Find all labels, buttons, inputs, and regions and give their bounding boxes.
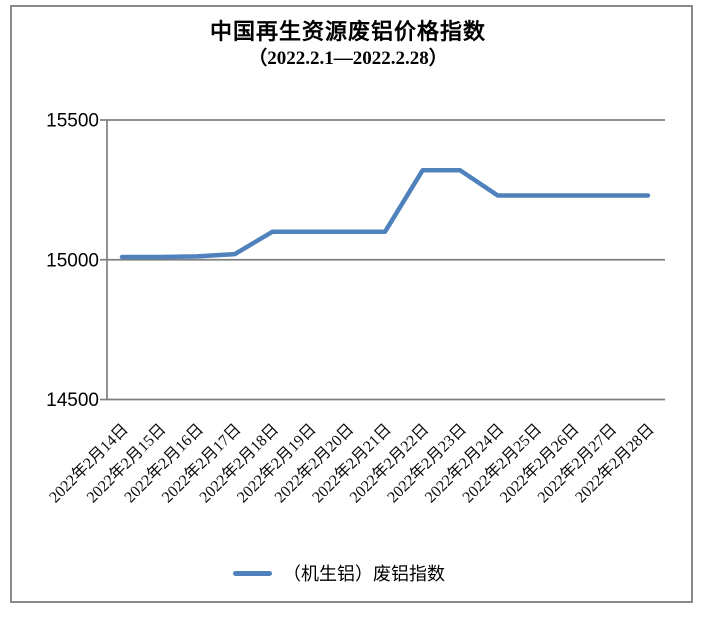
chart-subtitle: （2022.2.1—2022.2.28）: [248, 48, 448, 69]
y-tick-label: 14500: [46, 390, 99, 411]
y-tick-label: 15500: [46, 111, 99, 132]
series-line: [119, 168, 651, 260]
legend: （机生铝）废铝指数: [233, 563, 445, 584]
legend-line-swatch: [233, 570, 272, 576]
chart-title: 中国再生资源废铝价格指数: [209, 19, 486, 44]
chart-frame: [10, 5, 693, 603]
y-tick-label: 15000: [46, 250, 99, 271]
legend-label: （机生铝）废铝指数: [283, 564, 445, 584]
